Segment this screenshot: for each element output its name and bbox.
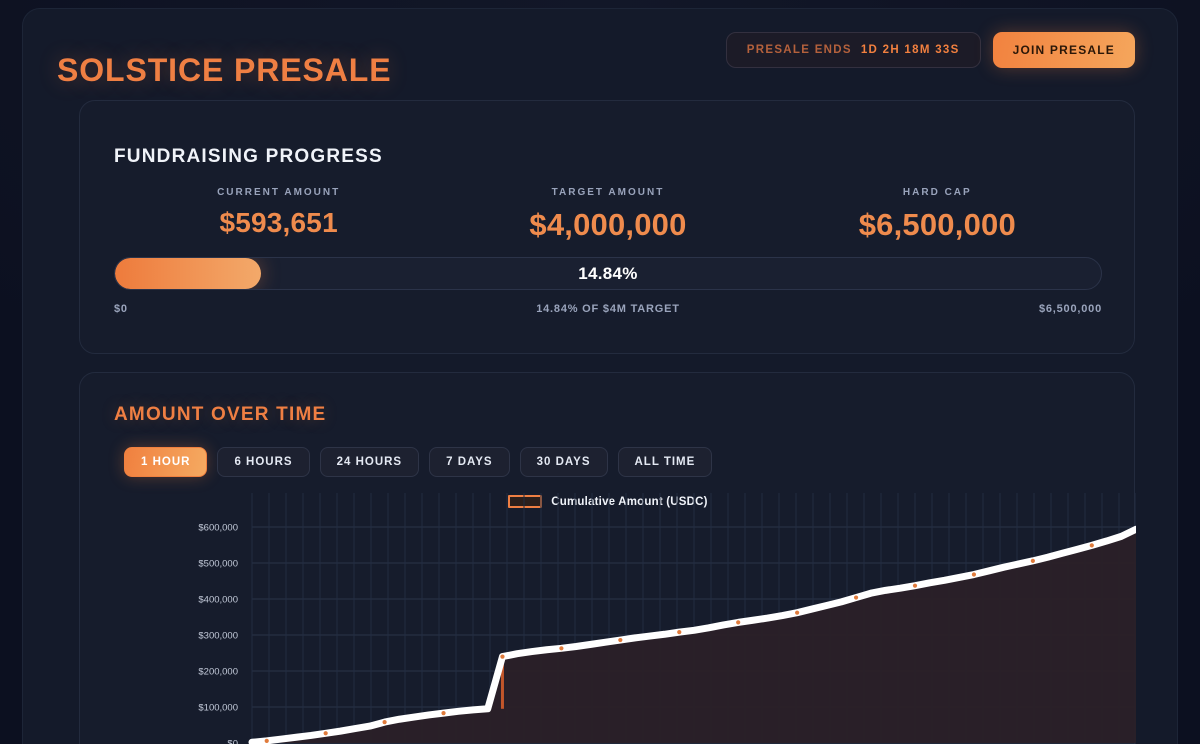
chart-title: AMOUNT OVER TIME [114, 404, 327, 425]
chart-data-point [382, 720, 387, 725]
join-presale-button[interactable]: JOIN PRESALE [992, 32, 1135, 68]
stat-value: $6,500,000 [858, 207, 1016, 242]
page-header: SOLSTICE PRESALE PRESALE ENDS 1D 2H 18M … [23, 9, 1177, 101]
countdown-timer: 1D 2H 18M 33S [860, 44, 960, 56]
main-container: SOLSTICE PRESALE PRESALE ENDS 1D 2H 18M … [22, 8, 1178, 744]
chart-data-point [1030, 558, 1035, 563]
progress-bar: 14.84% [114, 257, 1102, 290]
progress-percent: 14.84% [578, 263, 638, 283]
y-axis-tick-label: $300,000 [198, 631, 238, 642]
chart-data-point [264, 738, 269, 743]
range-tab-6-hours[interactable]: 6 HOURS [217, 447, 310, 477]
header-actions: PRESALE ENDS 1D 2H 18M 33S JOIN PRESALE [725, 32, 1135, 68]
stat-hard-cap: HARD CAP $6,500,000 [773, 187, 1102, 243]
page-title: SOLSTICE PRESALE [57, 52, 392, 88]
stat-value: $4,000,000 [529, 207, 687, 242]
stats-row: CURRENT AMOUNT $593,651 TARGET AMOUNT $4… [114, 187, 1102, 243]
chart-data-point [677, 630, 682, 635]
chart-data-point [441, 711, 446, 716]
progress-scale: $0 14.84% OF $4M TARGET $6,500,000 [114, 303, 1102, 317]
y-axis-tick-label: $500,000 [198, 559, 238, 570]
stat-label: HARD CAP [902, 187, 972, 198]
y-axis-tick-label: $0 [227, 739, 238, 744]
chart-data-point [500, 654, 505, 659]
range-tab-30-days[interactable]: 30 DAYS [519, 447, 608, 477]
progress-target-label: 14.84% OF $4M TARGET [536, 303, 680, 315]
stat-label: TARGET AMOUNT [551, 187, 665, 198]
fundraising-card: FUNDRAISING PROGRESS CURRENT AMOUNT $593… [79, 100, 1135, 354]
chart-area-fill [252, 529, 1136, 743]
range-tabs: 1 HOUR 6 HOURS 24 HOURS 7 DAYS 30 DAYS ALL TI… [124, 447, 713, 477]
stat-label: CURRENT AMOUNT [217, 187, 341, 198]
chart-area: Cumulative Amount (USDC) $0 $100,000 $200,… [80, 491, 1136, 744]
chart-data-point [1089, 543, 1094, 548]
cumulative-amount-chart[interactable]: $0 $100,000 $200,000 $300,000 $400,000 $500,0… [80, 491, 1136, 744]
y-axis-tick-label: $100,000 [198, 703, 238, 714]
progress-min-label: $0 [114, 303, 128, 315]
chart-card: AMOUNT OVER TIME 1 HOUR 6 HOURS 24 HOURS 7 … [79, 372, 1136, 744]
chart-data-point [736, 620, 741, 625]
progress-section: 14.84% $0 14.84% OF $4M TARGET $6,500,00… [114, 257, 1102, 317]
progress-bar-fill [115, 258, 262, 289]
chart-data-point [795, 610, 800, 615]
chart-line [248, 525, 1136, 744]
y-axis-tick-label: $200,000 [198, 667, 238, 678]
y-axis-tick-label: $400,000 [198, 595, 238, 606]
range-tab-all-time[interactable]: ALL TIME [617, 447, 713, 477]
chart-data-point [323, 731, 328, 736]
stat-target-amount: TARGET AMOUNT $4,000,000 [443, 187, 772, 243]
range-tab-7-days[interactable]: 7 DAYS [429, 447, 510, 477]
progress-max-label: $6,500,000 [1038, 303, 1102, 315]
fundraising-title: FUNDRAISING PROGRESS [114, 146, 383, 167]
chart-data-point [912, 583, 918, 588]
chart-data-point [559, 646, 564, 651]
chart-data-point [853, 595, 859, 600]
chart-data-point [618, 637, 623, 643]
chart-legend: Cumulative Amount (USDC) [80, 495, 1136, 508]
legend-label: Cumulative Amount (USDC) [551, 495, 708, 508]
stat-current-amount: CURRENT AMOUNT $593,651 [114, 187, 443, 243]
presale-countdown: PRESALE ENDS 1D 2H 18M 33S [725, 32, 981, 68]
y-axis-tick-label: $600,000 [198, 523, 238, 534]
range-tab-1-hour[interactable]: 1 HOUR [124, 447, 208, 477]
chart-data-point [971, 572, 977, 577]
countdown-label: PRESALE ENDS [746, 44, 852, 56]
stat-value: $593,651 [219, 207, 338, 238]
range-tab-24-hours[interactable]: 24 HOURS [319, 447, 420, 477]
